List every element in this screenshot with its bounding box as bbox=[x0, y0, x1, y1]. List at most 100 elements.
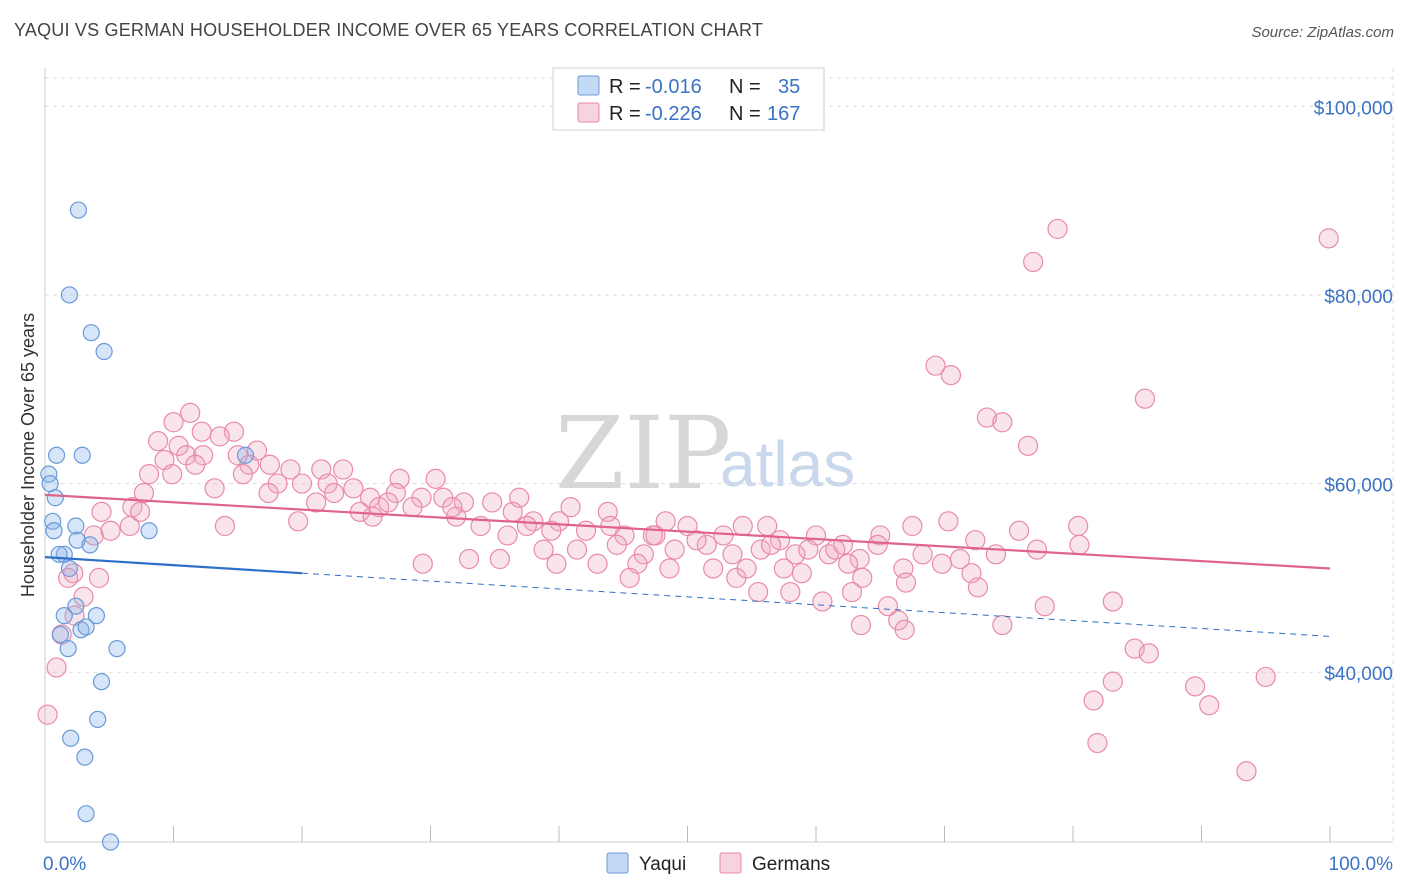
y-tick-label: $80,000 bbox=[1324, 287, 1393, 308]
german-point bbox=[489, 548, 510, 570]
german-point bbox=[769, 530, 791, 551]
german-point bbox=[280, 459, 301, 480]
german-point bbox=[425, 468, 446, 489]
yaqui-point bbox=[73, 446, 91, 464]
x-tick-label: 0.0% bbox=[43, 854, 86, 875]
yaqui-trend-line bbox=[44, 556, 303, 575]
watermark-zip: ZIP bbox=[555, 395, 731, 512]
german-point bbox=[949, 548, 971, 570]
german-point bbox=[180, 402, 201, 423]
german-point bbox=[587, 553, 608, 574]
german-point bbox=[850, 614, 872, 636]
y-tick-label: $40,000 bbox=[1324, 664, 1393, 685]
german-point bbox=[458, 548, 480, 570]
german-point bbox=[1102, 671, 1123, 692]
legend-n-value-yaqui: 35 bbox=[778, 76, 800, 98]
german-point bbox=[259, 454, 280, 475]
german-point bbox=[1017, 435, 1039, 456]
german-point bbox=[902, 515, 923, 537]
german-point bbox=[83, 525, 104, 546]
y-tick-label: $60,000 bbox=[1324, 476, 1393, 497]
german-point bbox=[931, 553, 953, 574]
german-point bbox=[185, 454, 206, 475]
yaqui-point bbox=[45, 522, 63, 540]
legend-r-value-germans: -0.226 bbox=[645, 103, 702, 125]
german-point bbox=[1236, 761, 1257, 782]
y-tick-label: $100,000 bbox=[1314, 98, 1393, 119]
yaqui-point bbox=[77, 618, 95, 636]
german-point bbox=[46, 657, 67, 678]
german-point bbox=[852, 567, 873, 589]
german-point bbox=[502, 501, 523, 522]
german-point bbox=[91, 501, 112, 522]
german-point bbox=[812, 591, 833, 612]
german-point bbox=[258, 482, 279, 504]
german-point bbox=[402, 497, 423, 518]
yaqui-point bbox=[59, 640, 77, 658]
german-point bbox=[664, 539, 685, 560]
german-point bbox=[88, 567, 110, 589]
german-point bbox=[925, 355, 946, 376]
german-point bbox=[760, 534, 782, 555]
legend-r-label-germans: R = bbox=[609, 103, 641, 125]
german-point bbox=[713, 525, 734, 546]
german-point bbox=[412, 553, 433, 574]
german-point bbox=[119, 515, 140, 537]
germans-trend-line bbox=[44, 493, 1331, 570]
german-point bbox=[306, 492, 327, 513]
german-point bbox=[940, 365, 962, 386]
stats-legend: R = -0.016 N = 35 R = -0.226 N = 167 bbox=[552, 67, 825, 131]
yaqui-point bbox=[87, 607, 106, 625]
yaqui-point bbox=[76, 748, 94, 766]
german-point bbox=[1255, 666, 1276, 688]
german-point bbox=[288, 511, 309, 532]
german-point bbox=[1184, 676, 1206, 697]
trend-lines bbox=[44, 493, 1331, 637]
german-point bbox=[333, 459, 354, 480]
german-point bbox=[895, 572, 917, 593]
yaqui-point bbox=[47, 446, 66, 464]
german-point bbox=[703, 558, 724, 579]
german-point bbox=[232, 464, 253, 485]
german-point bbox=[686, 530, 707, 551]
german-point bbox=[362, 506, 383, 527]
yaqui-point bbox=[89, 710, 107, 728]
german-point bbox=[497, 525, 518, 546]
yaqui-point bbox=[82, 324, 100, 342]
german-point bbox=[798, 539, 819, 560]
german-point bbox=[575, 520, 597, 541]
bottom-legend-label-yaqui: Yaqui bbox=[639, 854, 686, 875]
german-point bbox=[985, 544, 1007, 565]
german-point bbox=[780, 581, 801, 603]
german-point bbox=[204, 478, 225, 499]
yaqui-point bbox=[108, 640, 126, 658]
yaqui-point bbox=[67, 517, 85, 535]
axes bbox=[44, 68, 1393, 843]
german-point bbox=[894, 619, 915, 640]
german-point bbox=[1026, 539, 1048, 560]
german-point bbox=[606, 534, 627, 555]
german-point bbox=[1318, 228, 1339, 249]
german-point bbox=[619, 567, 640, 589]
german-point bbox=[516, 515, 537, 537]
german-point bbox=[841, 581, 863, 603]
german-point bbox=[37, 704, 58, 725]
german-point bbox=[1138, 643, 1159, 664]
german-point bbox=[912, 544, 933, 565]
yaqui-points bbox=[40, 201, 255, 851]
bottom-legend-swatch-germans bbox=[719, 852, 742, 874]
german-point bbox=[757, 515, 778, 537]
german-point bbox=[992, 412, 1013, 433]
german-point bbox=[442, 497, 463, 518]
german-point bbox=[1083, 690, 1104, 711]
legend-r-label-yaqui: R = bbox=[609, 76, 641, 98]
german-point bbox=[324, 482, 345, 504]
legend-n-label-yaqui: N = bbox=[729, 76, 761, 98]
german-point bbox=[967, 577, 989, 598]
german-point bbox=[163, 412, 184, 433]
yaqui-point bbox=[51, 625, 70, 644]
german-point bbox=[129, 501, 151, 522]
german-point bbox=[992, 614, 1013, 636]
legend-swatch-germans bbox=[577, 102, 600, 123]
